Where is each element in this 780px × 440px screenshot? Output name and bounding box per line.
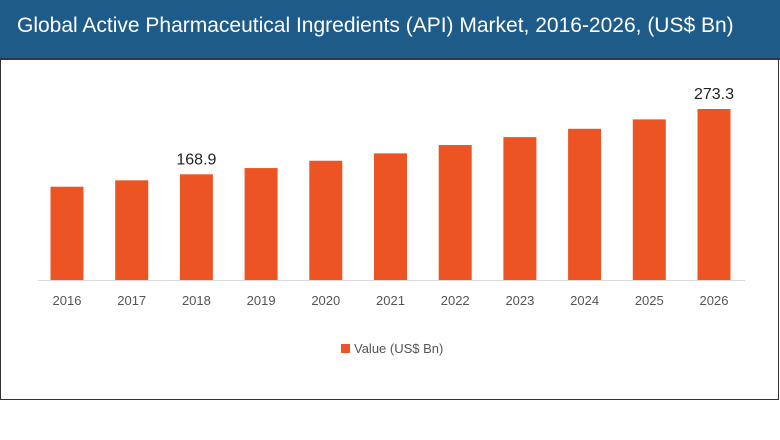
legend-swatch: [341, 344, 350, 353]
chart-frame: [0, 60, 779, 400]
x-tick-label-2026: 2026: [700, 293, 729, 308]
bar-2017: [115, 180, 149, 280]
bar-2023: [503, 137, 537, 280]
x-tick-label-2024: 2024: [570, 293, 599, 308]
chart-title: Global Active Pharmaceutical Ingredients…: [17, 14, 734, 37]
bar-2018: [179, 174, 213, 280]
x-tick-label-2021: 2021: [376, 293, 405, 308]
chart-header: Global Active Pharmaceutical Ingredients…: [0, 0, 780, 60]
x-tick-label-2020: 2020: [311, 293, 340, 308]
bar-2024: [568, 128, 602, 280]
x-tick-label-2023: 2023: [505, 293, 534, 308]
bar-2025: [632, 119, 666, 281]
bar-2026: [697, 109, 731, 280]
x-tick-label-2017: 2017: [117, 293, 146, 308]
bar-2019: [244, 168, 278, 280]
bar-2020: [309, 160, 343, 280]
x-tick-label-2025: 2025: [635, 293, 664, 308]
bar-2016: [50, 186, 84, 280]
legend-label: Value (US$ Bn): [354, 341, 443, 356]
data-label-2026: 273.3: [694, 86, 734, 103]
x-tick-label-2022: 2022: [441, 293, 470, 308]
x-tick-label-2018: 2018: [182, 293, 211, 308]
x-tick-label-2019: 2019: [247, 293, 276, 308]
bar-2021: [374, 153, 407, 280]
x-tick-label-2016: 2016: [53, 293, 82, 308]
bar-2022: [438, 145, 472, 280]
data-label-2018: 168.9: [176, 151, 216, 168]
